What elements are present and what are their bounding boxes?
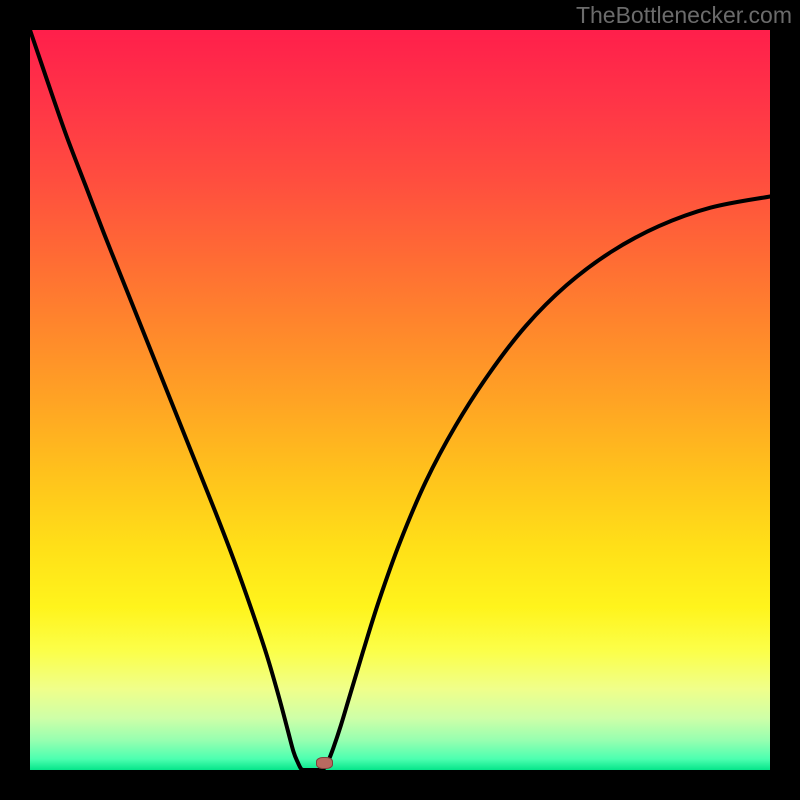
current-config-marker: [316, 757, 333, 769]
plot-area: [30, 30, 770, 770]
bottleneck-curve: [30, 30, 770, 770]
chart-root: TheBottlenecker.com: [0, 0, 800, 800]
watermark-text: TheBottlenecker.com: [576, 2, 792, 29]
curve-svg: [30, 30, 770, 770]
